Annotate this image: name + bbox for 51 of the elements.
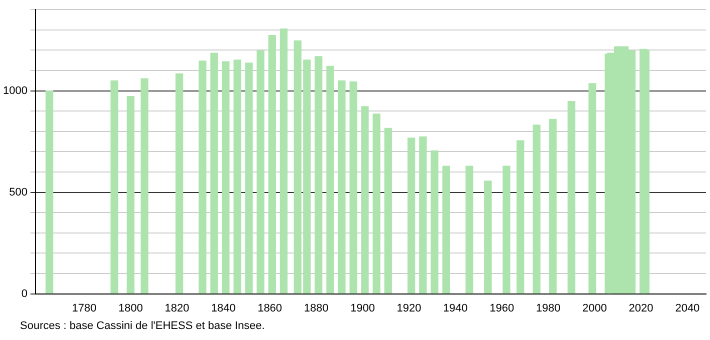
bar (326, 66, 334, 294)
bar (484, 180, 492, 294)
y-tick-label: 500 (9, 186, 28, 198)
bar (430, 150, 438, 294)
bar (549, 118, 557, 294)
bar (245, 62, 253, 294)
x-tick-label: 1880 (304, 302, 328, 314)
bar (222, 61, 230, 294)
x-tick-label: 1780 (72, 302, 96, 314)
bar (466, 166, 474, 294)
bar (642, 50, 650, 294)
x-tick-label: 1920 (396, 302, 422, 314)
x-tick-label: 1960 (490, 302, 514, 314)
x-tick-label: 2020 (628, 302, 654, 314)
bar (350, 81, 358, 294)
bar (408, 138, 416, 294)
bar (419, 136, 427, 294)
bar (361, 106, 369, 294)
bar (256, 50, 264, 294)
bar (338, 80, 346, 294)
x-tick-label: 1800 (118, 302, 143, 314)
bar (126, 96, 134, 294)
bar (516, 140, 524, 294)
bar (588, 83, 596, 294)
source-note: Sources : base Cassini de l'EHESS et base Insee. (20, 320, 265, 332)
bar (46, 90, 54, 294)
bar (372, 114, 380, 294)
bar (110, 80, 118, 294)
bar (198, 60, 206, 294)
bar (280, 28, 288, 294)
bar (140, 78, 148, 294)
x-tick-label: 2040 (675, 302, 700, 314)
y-tick-label: 1000 (2, 84, 28, 97)
bar (442, 166, 450, 294)
y-tick-label: 0 (21, 288, 28, 300)
x-tick-label: 1980 (536, 302, 560, 314)
bar (532, 124, 540, 294)
bar (568, 101, 576, 294)
bar (502, 166, 510, 294)
x-tick-label: 1860 (258, 302, 282, 314)
bar (210, 52, 218, 294)
bar (175, 73, 184, 294)
x-tick-label: 1940 (443, 302, 468, 314)
bar (233, 60, 242, 294)
bar (268, 35, 276, 294)
x-tick-label: 1840 (211, 302, 236, 314)
x-tick-label: 1820 (164, 302, 190, 314)
bar (314, 56, 322, 294)
x-tick-label: 2000 (582, 302, 607, 314)
x-tick-label: 1900 (350, 302, 375, 314)
bar (384, 128, 392, 294)
